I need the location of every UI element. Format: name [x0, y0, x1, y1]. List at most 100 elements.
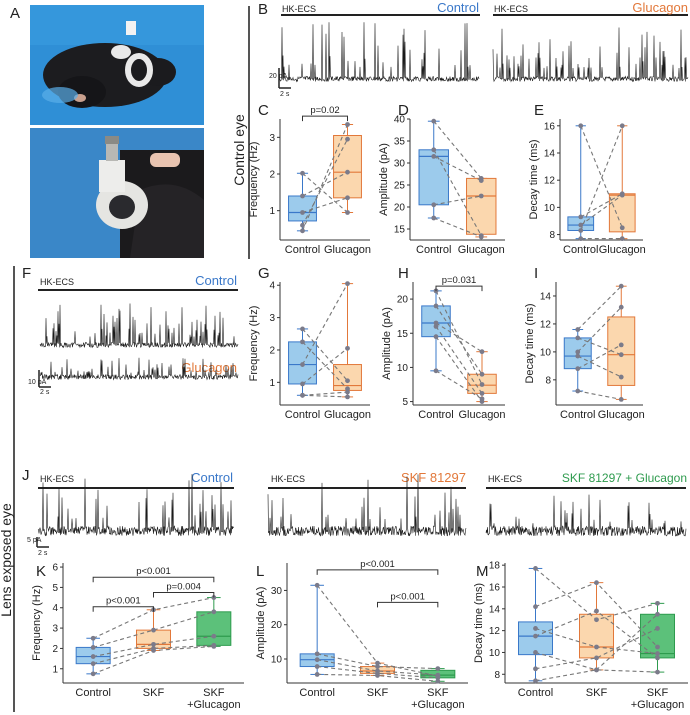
panel-l-data-point	[435, 666, 441, 671]
panel-k-significance-bracket	[92, 576, 215, 583]
panel-g-paired-line	[302, 328, 348, 382]
panel-m-data-point	[655, 655, 660, 661]
panel-c-boxplot: 1 2 3 Frequency (Hz) Control Glucagon p=0.02	[248, 105, 371, 256]
panel-m-data-point	[594, 644, 599, 650]
panel-c-paired-line	[302, 138, 348, 226]
panel-f-condition-glucagon: Glucagon	[181, 360, 237, 375]
panel-d-data-point	[478, 178, 484, 184]
panel-e-data-point	[578, 228, 584, 233]
panel-d-data-point	[431, 215, 437, 221]
panel-m-data-point	[533, 633, 538, 639]
panel-i-paired-line	[577, 306, 622, 353]
panel-h-data-point	[433, 334, 439, 340]
panel-g-boxplot: 1 2 3 4 Frequency (Hz) Control Glucagon	[248, 281, 371, 421]
panel-i-paired-line	[577, 337, 622, 356]
panel-g-paired-line	[302, 347, 348, 385]
panel-l-p-value: p<0.001	[390, 591, 425, 602]
panel-f-scale-x-label: 2 s	[40, 389, 50, 396]
panel-m-data-point	[594, 667, 599, 673]
panel-m-data-point	[533, 566, 538, 571]
current-trace-line	[278, 22, 480, 83]
panel-e-y-label: Decay time (ms)	[528, 139, 540, 219]
panel-letter-g: G	[258, 265, 270, 282]
panel-letter-k: K	[36, 563, 46, 580]
panel-d-y-tick-label: 15	[394, 225, 406, 236]
panel-l-p-value: p<0.001	[360, 559, 395, 570]
panel-g-paired-line	[302, 394, 348, 398]
panel-i-data-point	[618, 397, 624, 402]
panel-i-paired-line	[577, 344, 622, 370]
panel-f-condition-control: Control	[195, 273, 237, 288]
panel-e-paired-line	[580, 125, 623, 231]
panel-h-data-point	[479, 382, 485, 387]
photo-top	[30, 5, 204, 125]
panel-m-y-tick-label: 16	[489, 583, 501, 594]
panel-f-traces: HK-ECS Control Glucagon 10 pA 2 s	[28, 273, 239, 396]
panel-c-data-point	[345, 210, 350, 215]
panel-g-paired-line	[302, 283, 348, 365]
panel-c-data-point	[345, 195, 350, 201]
panel-h-paired-line	[435, 290, 483, 385]
panel-letter-e: E	[534, 102, 544, 119]
panel-l-paired-line	[317, 665, 438, 679]
panel-i-paired-line	[577, 355, 622, 378]
panel-c-y-tick-label: 1	[269, 206, 275, 217]
panel-m-paired-line	[535, 628, 658, 670]
panel-k-y-label: Frequency (Hz)	[31, 585, 43, 661]
lens-exposed-eye-label: Lens exposed eye	[0, 503, 14, 617]
panel-j-trace-skf-glucagon	[485, 494, 687, 537]
panel-i-paired-line	[577, 285, 622, 330]
panel-h-data-point	[479, 371, 485, 377]
panel-k-p-value: p=0.004	[166, 581, 201, 592]
panel-c-data-point	[300, 222, 305, 228]
panel-m-data-point	[655, 669, 660, 675]
panel-m-category-label: SKF	[586, 687, 608, 699]
panel-l-significance-bracket	[316, 569, 439, 575]
panel-h-category-label: Glucagon	[458, 409, 505, 421]
panel-f-bath-label: HK-ECS	[40, 277, 74, 287]
panel-b-scale-y-label: 20 pA	[269, 73, 288, 80]
panel-e-category-label: Glucagon	[599, 244, 646, 256]
panel-letter-c: C	[258, 102, 269, 119]
panel-d-y-tick-label: 40	[394, 115, 406, 126]
panel-c-box-1	[333, 135, 362, 199]
panel-c-paired-line	[301, 124, 349, 232]
panel-f-trace-glucagon	[39, 357, 239, 381]
panel-g-data-point	[345, 394, 350, 400]
panel-c-data-point	[300, 210, 305, 215]
panel-k-y-tick-label: 1	[52, 664, 58, 675]
panel-k-category-label: SKF	[203, 687, 225, 699]
panel-b-trace-control	[278, 22, 480, 83]
panel-d-paired-line	[433, 120, 482, 179]
panel-e-data-point	[619, 225, 625, 231]
panel-c-data-point	[345, 122, 350, 127]
panel-l-data-point	[435, 675, 441, 681]
panel-h-data-point	[433, 324, 439, 329]
panel-k-y-tick-label: 6	[52, 563, 58, 574]
panel-d-paired-line	[433, 195, 482, 206]
panel-letter-j: J	[22, 467, 30, 484]
panel-d-paired-line	[433, 217, 482, 238]
panel-m-data-point	[655, 626, 660, 631]
panel-m-data-point	[533, 626, 538, 631]
panel-l-y-tick-label: 10	[271, 655, 283, 666]
panel-letter-f: F	[22, 265, 31, 282]
panel-m-data-point	[655, 651, 660, 656]
panel-j-trace-control	[37, 474, 235, 537]
panel-l-data-point	[375, 664, 380, 669]
panel-g-y-tick-label: 3	[269, 313, 275, 324]
panel-d-paired-line	[433, 149, 482, 236]
panel-k-y-tick-label: 2	[52, 644, 58, 655]
panel-g-data-point	[300, 392, 305, 398]
panel-g-data-point	[345, 345, 350, 351]
panel-i-data-point	[575, 349, 581, 355]
panel-k-significance-bracket	[92, 606, 154, 612]
panel-i-y-tick-label: 8	[545, 375, 551, 386]
panel-c-y-tick-label: 2	[269, 170, 275, 181]
panel-e-data-point	[619, 236, 625, 242]
panel-g-category-label: Glucagon	[324, 409, 371, 421]
panel-k-data-point	[211, 609, 217, 615]
panel-m-category-label: SKF	[647, 687, 669, 699]
panel-j-trace-skf	[267, 474, 467, 537]
